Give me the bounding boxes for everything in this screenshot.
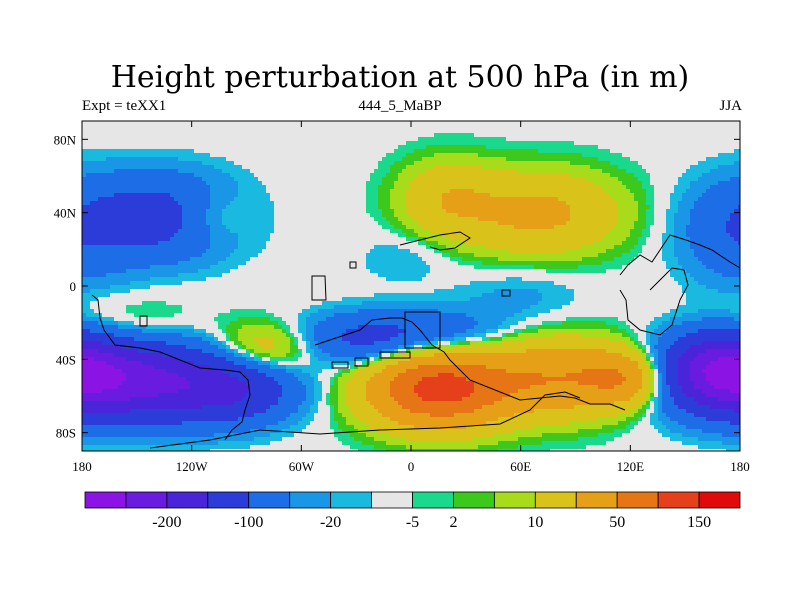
y-tick-label: 40N [54, 206, 77, 221]
x-tick-label: 60W [289, 459, 315, 474]
colorbar-label: -200 [152, 514, 181, 531]
x-tick-label: 120E [617, 459, 645, 474]
x-tick-label: 0 [408, 459, 415, 474]
colorbar-box [166, 491, 209, 509]
colorbar-box [371, 491, 413, 509]
colorbar-box [698, 491, 741, 509]
x-tick-label: 60E [510, 459, 531, 474]
colorbar-box [330, 491, 372, 509]
colorbar-box [657, 491, 700, 509]
colorbar-label: -100 [234, 514, 263, 531]
y-tick-label: 40S [56, 352, 76, 367]
colorbar-box [616, 491, 659, 509]
colorbar-box [534, 491, 577, 509]
coastline-asia [399, 231, 740, 276]
coastline-south-america [91, 294, 251, 441]
x-tick-label: 180 [730, 459, 750, 474]
colorbar-label: -5 [406, 514, 419, 531]
contour-field [82, 121, 740, 451]
x-tick-label: 180 [72, 459, 92, 474]
colorbar-box [412, 491, 454, 509]
y-tick-label: 80S [56, 426, 76, 441]
colorbar-label: -20 [320, 514, 341, 531]
colorbar-box [575, 491, 618, 509]
colorbar-box [125, 491, 168, 509]
y-tick-label: 0 [70, 279, 77, 294]
colorbar-box [289, 491, 332, 509]
coastline-australia [619, 267, 689, 336]
coastline-antarctica [149, 391, 581, 449]
coastline-islands [139, 261, 511, 369]
colorbar-label: 10 [527, 514, 543, 531]
colorbar-box [453, 491, 495, 509]
colorbar-label: 150 [687, 514, 711, 531]
colorbar-box [84, 491, 127, 509]
colorbar-box [248, 491, 291, 509]
subtitle-left: Expt = teXX1 [82, 98, 167, 114]
map-axes: 180 120W 60W 0 60E 120E 180 80N 40N 0 40S 80S [54, 121, 750, 474]
plot-title: Height perturbation at 500 hPa (in m) [110, 60, 690, 95]
colorbar-label: 2 [449, 514, 457, 531]
x-tick-label: 120W [176, 459, 209, 474]
subtitle-center: 444_5_MaBP [358, 98, 442, 114]
colorbar: -200 -100 -20 -5 2 10 50 150 [84, 491, 741, 531]
coastline-africa [314, 317, 626, 411]
colorbar-box [207, 491, 250, 509]
subtitle-right: JJA [719, 98, 742, 114]
colorbar-box [493, 491, 536, 509]
y-tick-label: 80N [54, 132, 77, 147]
colorbar-label: 50 [609, 514, 625, 531]
coastlines [91, 231, 740, 449]
